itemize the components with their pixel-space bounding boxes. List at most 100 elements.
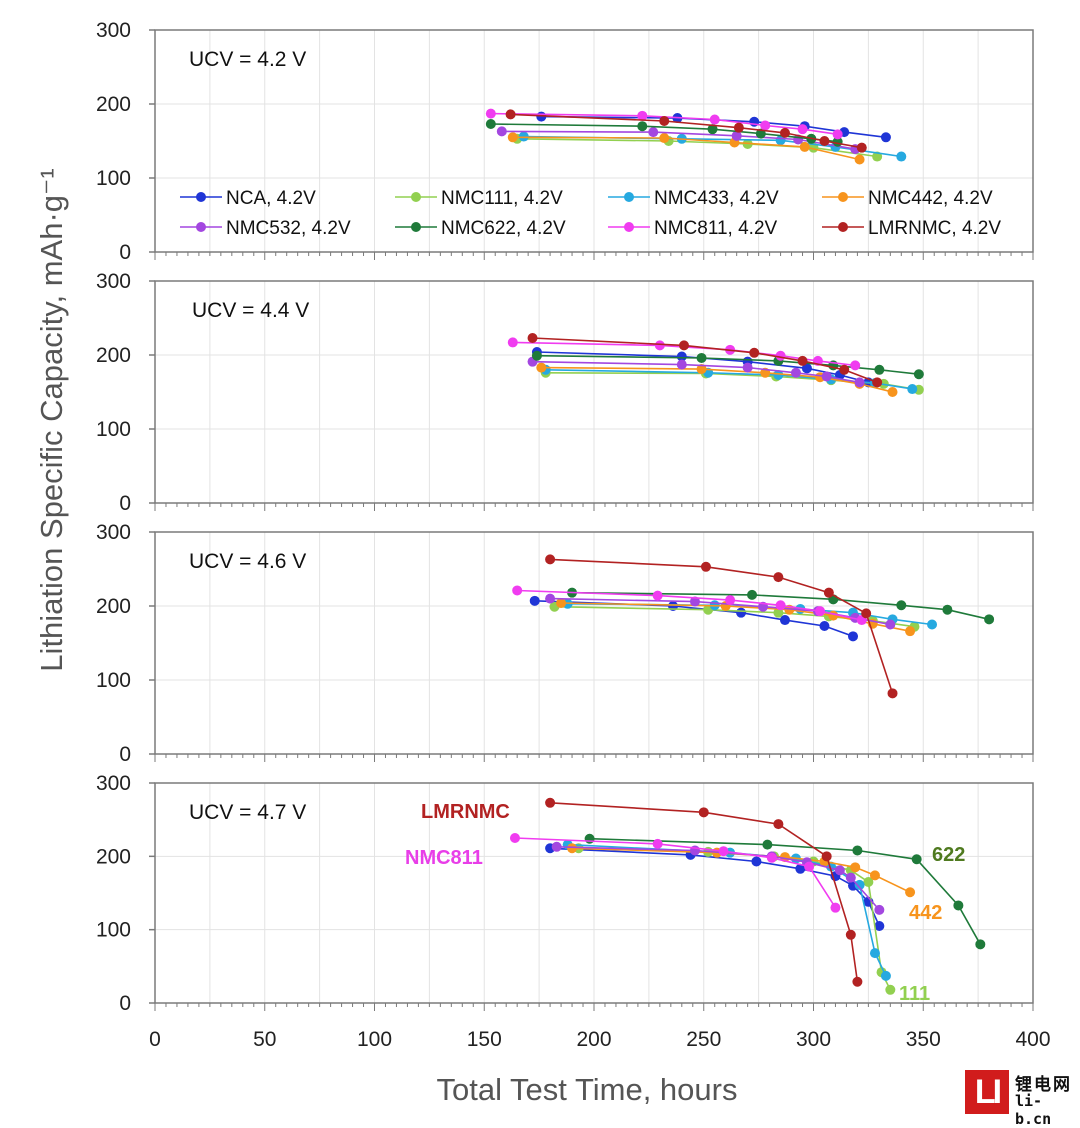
data-point: [551, 841, 562, 852]
y-tick-label: 100: [96, 418, 131, 441]
series-line: [561, 602, 911, 632]
data-point: [845, 872, 856, 883]
series-annotations: LMRNMC NMC811 622 442 111: [405, 801, 965, 1005]
data-point: [751, 856, 762, 867]
legend-item-nmc442: NMC442, 4.2V: [822, 188, 993, 209]
data-point: [856, 142, 867, 153]
data-point: [852, 976, 863, 987]
data-point: [854, 377, 865, 388]
series-line: [532, 337, 878, 384]
data-point: [760, 120, 771, 131]
data-point: [830, 902, 841, 913]
series-nmc442: [507, 132, 865, 165]
x-tick-label: 100: [357, 1028, 392, 1051]
data-point: [766, 852, 777, 863]
data-point: [536, 362, 547, 373]
data-point: [696, 364, 707, 375]
data-point: [874, 904, 885, 915]
data-point: [927, 619, 938, 630]
legend-swatch-marker: [196, 222, 206, 232]
data-point: [531, 350, 542, 361]
logo-url: li-b.cn: [1015, 1092, 1052, 1128]
data-point: [872, 377, 883, 388]
data-point: [845, 929, 856, 940]
y-tick-label: 200: [96, 595, 131, 618]
annotation-lmrnmc: LMRNMC: [421, 801, 510, 823]
data-point: [819, 136, 830, 146]
data-point: [496, 126, 507, 137]
series-line: [541, 115, 886, 139]
annotation-nmc811: NMC811: [405, 847, 483, 869]
data-point: [823, 587, 834, 598]
data-point: [654, 340, 665, 351]
data-point: [742, 362, 753, 373]
data-point: [567, 843, 578, 854]
data-point: [874, 921, 885, 931]
data-point: [678, 340, 689, 351]
y-tick-label: 200: [96, 845, 131, 868]
legend-label: NMC622, 4.2V: [441, 218, 566, 239]
legend-swatch-marker: [624, 222, 634, 232]
series-nmc532: [527, 356, 865, 388]
data-point: [984, 614, 995, 625]
data-point: [747, 589, 758, 600]
y-tick-label: 200: [96, 344, 131, 367]
data-point: [507, 132, 518, 143]
y-tick-label: 300: [96, 19, 131, 42]
data-point: [529, 595, 540, 606]
data-point: [797, 124, 808, 135]
data-point: [797, 355, 808, 366]
data-point: [637, 110, 648, 121]
gridlines: [155, 281, 1033, 503]
data-point: [911, 854, 922, 865]
data-point: [707, 124, 718, 135]
legend-item-nmc111: NMC111, 4.2V: [395, 188, 563, 209]
data-point: [485, 118, 496, 129]
data-point: [762, 839, 773, 850]
data-point: [652, 590, 663, 601]
series-line: [589, 837, 981, 945]
data-point: [689, 596, 700, 607]
series-line: [490, 112, 838, 136]
y-tick-label: 300: [96, 521, 131, 544]
data-point: [637, 121, 648, 132]
data-point: [779, 127, 790, 138]
gridlines: [155, 532, 1033, 754]
data-point: [874, 364, 885, 375]
panel-label: UCV = 4.2 V: [189, 48, 306, 71]
data-point: [485, 108, 496, 119]
x-tick-label: 150: [467, 1028, 502, 1051]
data-point: [828, 610, 839, 621]
series-line: [517, 589, 862, 621]
data-point: [885, 984, 896, 995]
series-nmc811: [485, 108, 843, 140]
data-point: [869, 948, 880, 959]
legend: NCA, 4.2V NMC111, 4.2V NMC433, 4.2V NMC442,…: [180, 188, 1001, 239]
y-tick-label: 0: [119, 241, 131, 264]
data-point: [880, 132, 891, 143]
legend-label: LMRNMC, 4.2V: [868, 218, 1001, 239]
series-line: [514, 837, 837, 909]
data-point: [507, 337, 518, 348]
data-point: [773, 369, 784, 380]
data-point: [652, 838, 663, 849]
data-point: [676, 351, 687, 362]
data-point: [779, 615, 790, 626]
legend-swatch-marker: [196, 192, 206, 202]
y-tick-label: 300: [96, 270, 131, 293]
data-point: [905, 626, 916, 637]
series-line: [550, 802, 859, 982]
data-point: [527, 332, 538, 343]
data-point: [718, 846, 729, 857]
data-point: [731, 130, 742, 141]
data-point: [700, 561, 711, 572]
data-point: [801, 363, 812, 374]
gridlines: [155, 783, 1033, 1003]
legend-item-lmrnmc: LMRNMC, 4.2V: [822, 218, 1001, 239]
data-point: [953, 900, 964, 911]
series-line: [510, 113, 862, 149]
data-point: [505, 109, 516, 120]
data-point: [773, 819, 784, 830]
data-point: [736, 607, 747, 618]
logo-name: 锂电网: [1015, 1075, 1072, 1095]
